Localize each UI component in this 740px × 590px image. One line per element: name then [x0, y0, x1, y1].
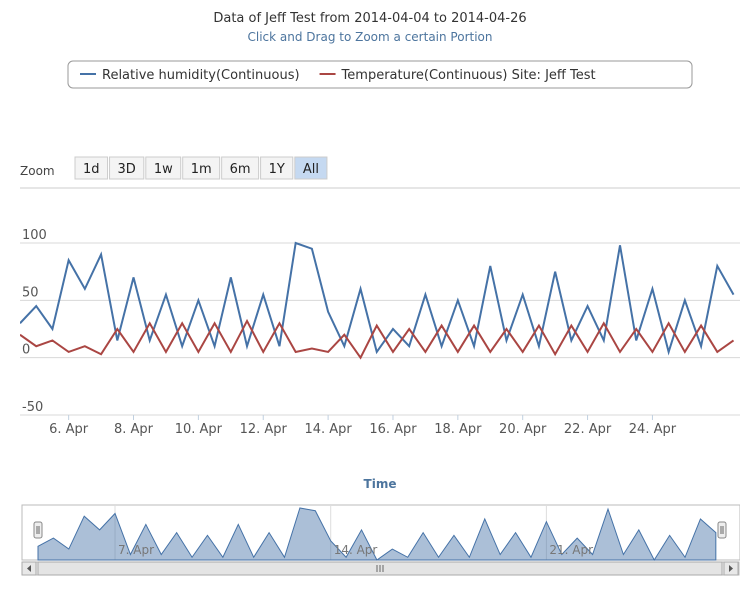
x-tick-label: 10. Apr: [175, 422, 223, 437]
scroll-arrow: [729, 565, 733, 572]
zoom-button[interactable]: [145, 156, 182, 180]
zoom-button[interactable]: [221, 156, 260, 180]
zoom-button-label[interactable]: All: [303, 162, 319, 177]
navigator-handle[interactable]: [717, 521, 727, 539]
zoom-label: Zoom: [20, 164, 55, 178]
zoom-button-label[interactable]: 6m: [230, 162, 251, 177]
x-tick-label: 20. Apr: [499, 422, 547, 437]
legend-label[interactable]: Relative humidity(Continuous): [102, 68, 300, 83]
y-tick-label: 0: [22, 343, 30, 358]
x-axis-label: Time: [364, 477, 397, 491]
zoom-button[interactable]: [260, 156, 294, 180]
legend-box: [67, 60, 693, 89]
navigator-tick-label: 14. Apr: [334, 543, 378, 557]
zoom-button[interactable]: [109, 156, 145, 180]
y-tick-label: 50: [22, 285, 39, 300]
x-tick-label: 12. Apr: [240, 422, 288, 437]
x-tick-label: 8. Apr: [114, 422, 154, 437]
x-tick-label: 6. Apr: [49, 422, 89, 437]
zoom-button[interactable]: [182, 156, 221, 180]
zoom-button[interactable]: [294, 156, 328, 180]
x-tick-label: 22. Apr: [564, 422, 612, 437]
zoom-button-label[interactable]: 1m: [191, 162, 212, 177]
zoom-button-label[interactable]: 3D: [118, 162, 136, 177]
y-tick-label: 100: [22, 228, 47, 243]
series-line: [20, 318, 735, 360]
y-tick-label: -50: [22, 400, 43, 415]
zoom-button-label[interactable]: 1w: [154, 162, 173, 177]
navigator-area: [37, 507, 717, 562]
x-tick-label: 16. Apr: [369, 422, 417, 437]
zoom-button-label[interactable]: 1Y: [269, 162, 285, 177]
navigator-tick-label: 21. Apr: [549, 543, 593, 557]
x-tick-label: 24. Apr: [629, 422, 677, 437]
legend-label[interactable]: Temperature(Continuous) Site: Jeff Test: [341, 68, 596, 83]
zoom-button-label[interactable]: 1d: [83, 162, 100, 177]
zoom-button[interactable]: [74, 156, 109, 180]
chart-subtitle: Click and Drag to Zoom a certain Portion: [248, 30, 493, 44]
series-line: [20, 241, 735, 356]
x-tick-label: 18. Apr: [434, 422, 482, 437]
chart-title: Data of Jeff Test from 2014-04-04 to 201…: [213, 11, 526, 26]
x-tick-label: 14. Apr: [304, 422, 352, 437]
navigator-handle[interactable]: [33, 521, 43, 539]
navigator-tick-label: 7. Apr: [118, 543, 154, 557]
scroll-arrow: [27, 565, 31, 572]
